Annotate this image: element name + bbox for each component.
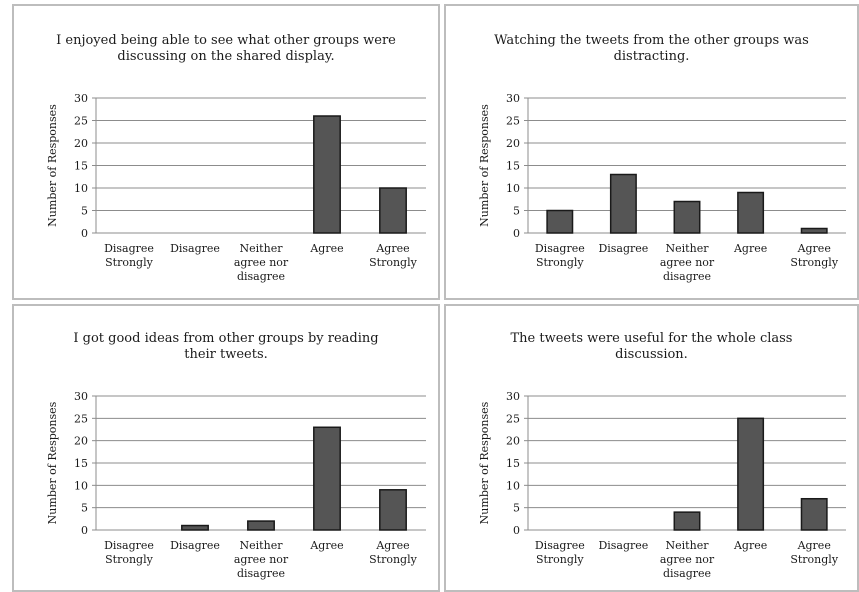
x-category-label: Strongly xyxy=(536,553,584,566)
bar xyxy=(313,426,341,531)
x-category-label: Strongly xyxy=(369,553,417,566)
chart-panel-enjoyed-display: I enjoyed being able to see what other g… xyxy=(12,4,440,300)
chart-title-line: discussing on the shared display. xyxy=(117,49,334,64)
chart-panel-useful-discussion: The tweets were useful for the whole cla… xyxy=(444,304,859,592)
y-tick-label: 20 xyxy=(74,435,88,448)
y-tick-label: 30 xyxy=(74,92,88,105)
x-category-label: Agree xyxy=(309,539,343,552)
y-tick-label: 5 xyxy=(513,502,520,515)
y-tick-label: 15 xyxy=(74,160,88,173)
bar xyxy=(737,417,765,531)
x-category-label: Strongly xyxy=(369,256,417,269)
x-category-label: Strongly xyxy=(536,256,584,269)
x-category-label: Agree xyxy=(797,242,831,255)
y-tick-label: 25 xyxy=(506,115,520,128)
chart-title-line: their tweets. xyxy=(184,347,268,362)
y-tick-label: 30 xyxy=(506,390,520,403)
y-tick-label: 5 xyxy=(81,502,88,515)
y-tick-label: 10 xyxy=(74,479,88,492)
chart-svg: Watching the tweets from the other group… xyxy=(478,33,846,283)
x-category-label: Disagree xyxy=(104,539,154,552)
y-tick-label: 5 xyxy=(513,205,520,218)
chart-title-line: Watching the tweets from the other group… xyxy=(494,33,809,48)
y-axis-label: Number of Responses xyxy=(478,401,491,524)
x-category-label: agree nor xyxy=(234,553,289,566)
y-tick-label: 10 xyxy=(506,182,520,195)
x-category-label: Disagree xyxy=(104,242,154,255)
y-tick-label: 25 xyxy=(74,412,88,425)
x-category-label: Neither xyxy=(666,242,710,255)
y-tick-label: 20 xyxy=(74,137,88,150)
x-category-label: agree nor xyxy=(234,256,289,269)
x-category-label: disagree xyxy=(663,567,711,580)
bar xyxy=(673,200,701,234)
bar xyxy=(673,511,701,531)
y-tick-label: 30 xyxy=(506,92,520,105)
bar xyxy=(379,187,407,234)
chart-panel-good-ideas: I got good ideas from other groups by re… xyxy=(12,304,440,592)
y-tick-label: 25 xyxy=(506,412,520,425)
y-tick-label: 5 xyxy=(81,205,88,218)
y-tick-label: 30 xyxy=(74,390,88,403)
y-tick-label: 0 xyxy=(81,227,88,240)
x-category-label: Disagree xyxy=(170,539,220,552)
x-category-label: Agree xyxy=(733,539,767,552)
y-tick-label: 0 xyxy=(81,524,88,537)
y-tick-label: 25 xyxy=(74,115,88,128)
bar xyxy=(181,524,209,531)
bar xyxy=(609,173,637,234)
x-category-label: Strongly xyxy=(105,256,153,269)
x-category-label: Neither xyxy=(240,242,284,255)
chart-svg: The tweets were useful for the whole cla… xyxy=(478,331,846,580)
x-category-label: Disagree xyxy=(535,242,585,255)
y-tick-label: 10 xyxy=(506,479,520,492)
x-category-label: agree nor xyxy=(660,553,715,566)
y-tick-label: 15 xyxy=(506,160,520,173)
bar xyxy=(379,489,407,531)
x-category-label: Strongly xyxy=(105,553,153,566)
x-category-label: Disagree xyxy=(170,242,220,255)
x-category-label: Agree xyxy=(375,539,409,552)
x-category-label: Disagree xyxy=(598,242,648,255)
y-tick-label: 15 xyxy=(74,457,88,470)
chart-title-line: distracting. xyxy=(614,49,690,64)
x-category-label: Agree xyxy=(309,242,343,255)
y-tick-label: 10 xyxy=(74,182,88,195)
chart-title-line: discussion. xyxy=(615,347,688,362)
x-category-label: Agree xyxy=(797,539,831,552)
x-category-label: Neither xyxy=(666,539,710,552)
bar xyxy=(313,115,341,234)
bar xyxy=(737,191,765,234)
bar xyxy=(546,209,574,234)
chart-svg: I got good ideas from other groups by re… xyxy=(46,331,426,580)
x-category-label: Agree xyxy=(375,242,409,255)
x-category-label: disagree xyxy=(663,270,711,283)
chart-title-line: I got good ideas from other groups by re… xyxy=(73,331,378,346)
y-tick-label: 0 xyxy=(513,227,520,240)
y-tick-label: 20 xyxy=(506,435,520,448)
x-category-label: Agree xyxy=(733,242,767,255)
x-category-label: agree nor xyxy=(660,256,715,269)
x-category-label: Disagree xyxy=(598,539,648,552)
chart-title-line: The tweets were useful for the whole cla… xyxy=(511,331,793,346)
bar xyxy=(800,497,828,531)
y-axis-label: Number of Responses xyxy=(478,104,491,227)
x-category-label: Strongly xyxy=(790,553,838,566)
chart-svg: I enjoyed being able to see what other g… xyxy=(46,33,426,283)
y-tick-label: 15 xyxy=(506,457,520,470)
bar xyxy=(247,520,275,531)
chart-title-line: I enjoyed being able to see what other g… xyxy=(56,33,396,48)
x-category-label: disagree xyxy=(237,567,285,580)
x-category-label: Neither xyxy=(240,539,284,552)
x-category-label: disagree xyxy=(237,270,285,283)
x-category-label: Disagree xyxy=(535,539,585,552)
chart-panel-distracting: Watching the tweets from the other group… xyxy=(444,4,859,300)
y-tick-label: 0 xyxy=(513,524,520,537)
y-axis-label: Number of Responses xyxy=(46,401,59,524)
y-axis-label: Number of Responses xyxy=(46,104,59,227)
bar xyxy=(800,227,828,234)
y-tick-label: 20 xyxy=(506,137,520,150)
x-category-label: Strongly xyxy=(790,256,838,269)
